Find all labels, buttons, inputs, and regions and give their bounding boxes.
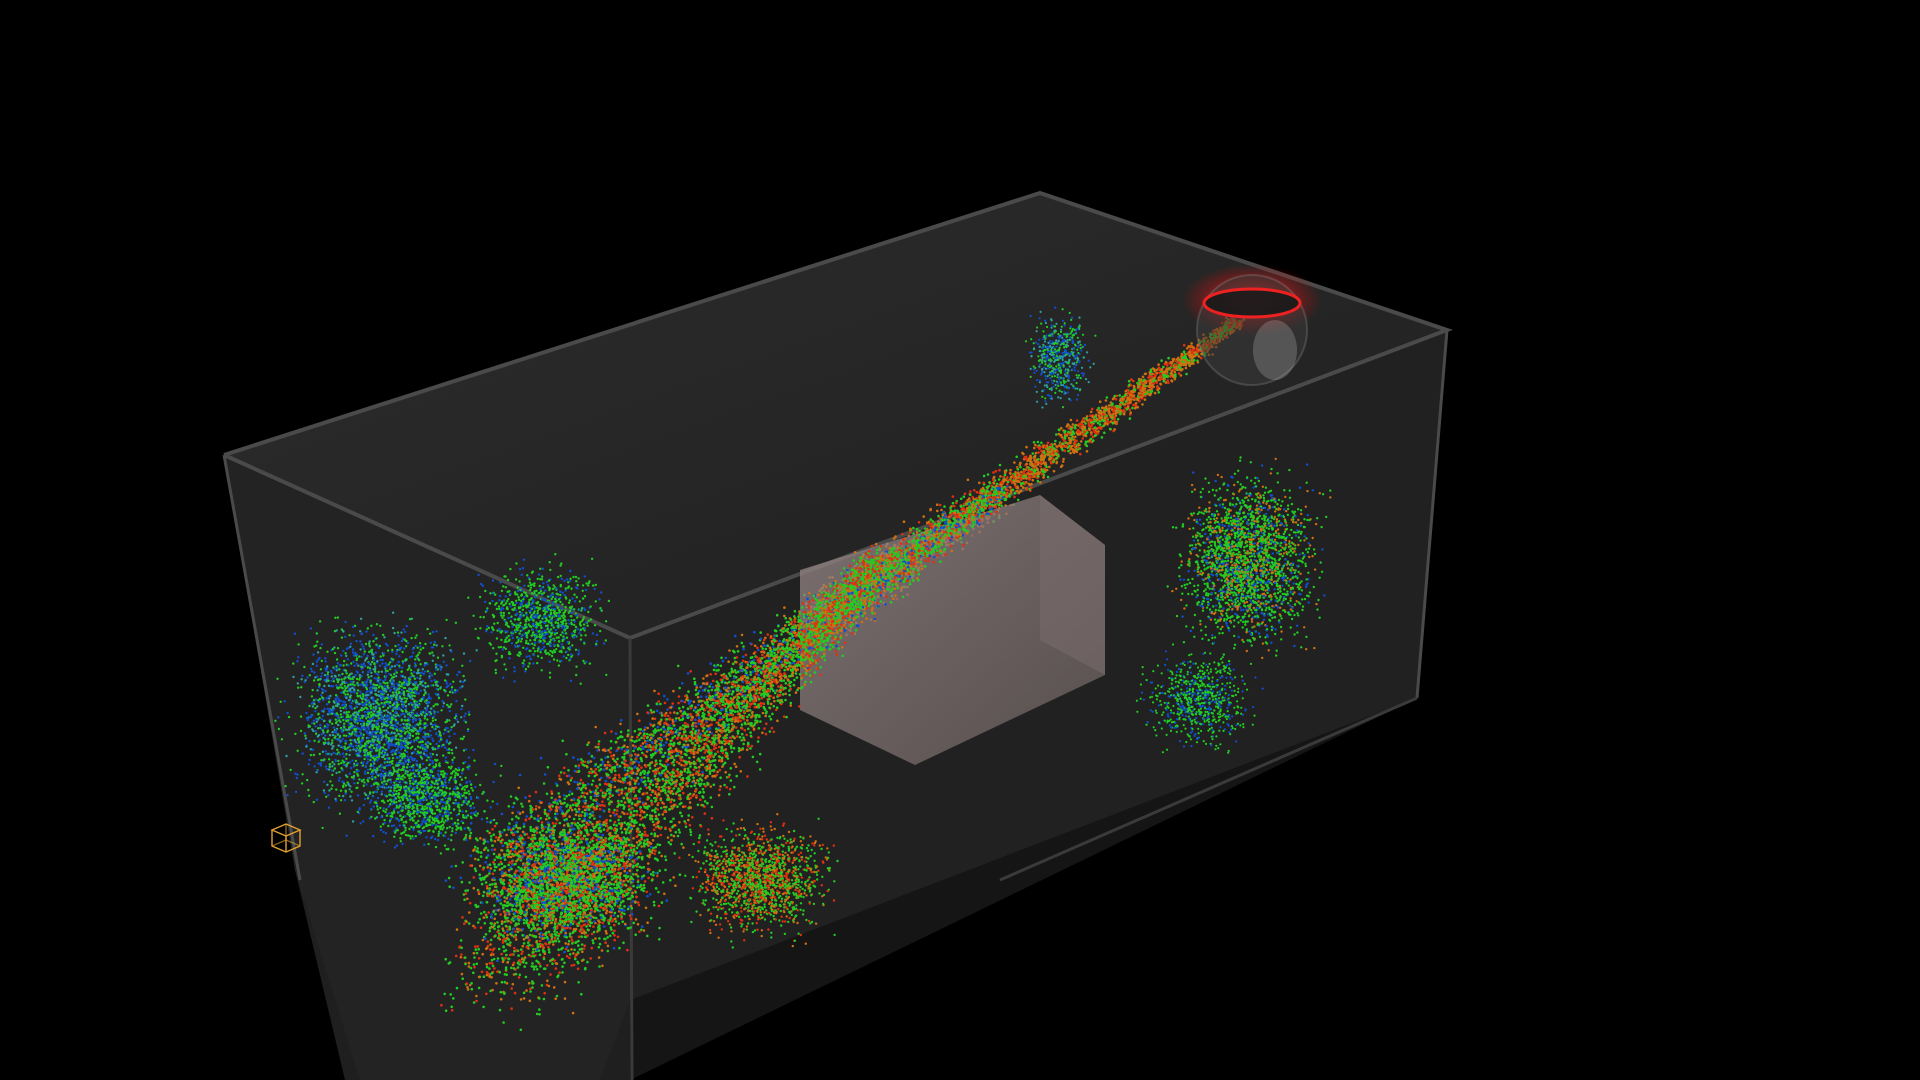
container-top-face xyxy=(224,193,1447,638)
emitter-sphere-highlight xyxy=(1253,320,1297,380)
container-edge-right xyxy=(1415,329,1449,699)
emitter-sphere-band xyxy=(1202,287,1302,319)
obstacle-cube-side-face xyxy=(1040,495,1105,675)
cube-wireframe-icon[interactable] xyxy=(268,820,304,856)
emitter-sphere[interactable] xyxy=(1182,264,1322,386)
particle-cloud-front xyxy=(360,478,1016,1032)
container-edge-bottom-right xyxy=(999,696,1418,882)
container-edge-front xyxy=(628,637,634,1080)
container-edge-left xyxy=(222,454,302,881)
